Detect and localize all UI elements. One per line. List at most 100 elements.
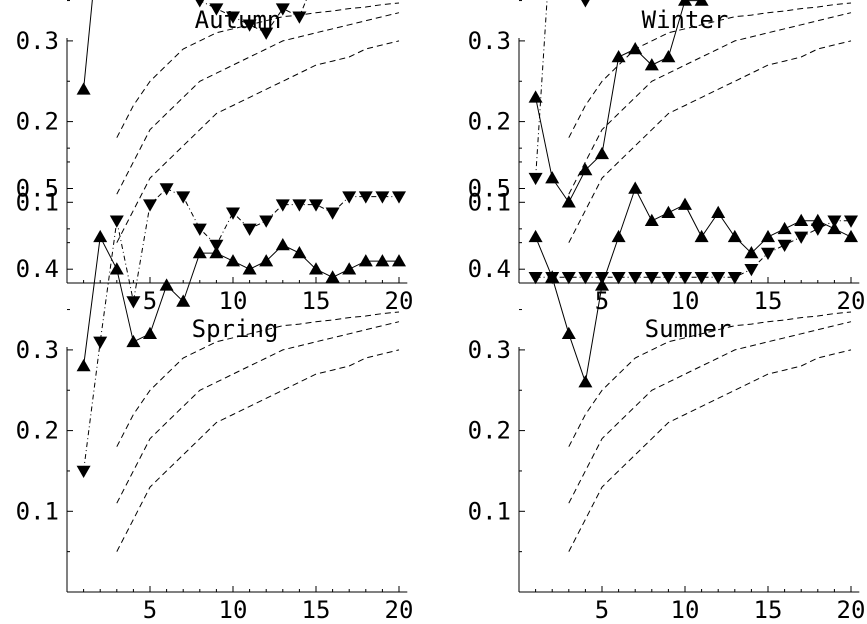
- data-point-up-triangle: [711, 205, 726, 218]
- data-point-up-triangle: [810, 213, 825, 227]
- data-point-up-triangle: [275, 237, 290, 251]
- reference-dashed-line: [568, 311, 852, 447]
- data-point-down-triangle: [126, 296, 141, 309]
- x-tick-label: 10: [219, 596, 248, 624]
- data-point-down-triangle: [259, 215, 274, 228]
- data-point-up-triangle: [661, 205, 676, 218]
- data-point-down-triangle: [794, 231, 809, 244]
- data-point-up-triangle: [561, 326, 576, 340]
- data-point-up-triangle: [292, 246, 307, 259]
- data-point-up-triangle: [76, 359, 91, 372]
- data-point-up-triangle: [242, 262, 257, 275]
- data-point-down-triangle: [644, 272, 659, 285]
- reference-dashed-line: [116, 321, 400, 504]
- y-tick-label: 0.5: [16, 175, 59, 203]
- panel-spring: Spring 0.1 0.2 0.3 0.4 0.5 5 10 15 20: [16, 147, 414, 624]
- y-tick-label: 0.2: [468, 108, 511, 136]
- y-tick-label: 0.2: [16, 108, 59, 136]
- data-point-up-triangle: [209, 246, 224, 259]
- data-point-down-triangle: [226, 207, 240, 220]
- data-point-down-triangle: [761, 247, 775, 261]
- data-point-up-triangle: [644, 213, 659, 227]
- data-point-down-triangle: [143, 199, 157, 212]
- x-tick-label: 5: [143, 596, 157, 624]
- data-point-down-triangle: [375, 191, 390, 204]
- data-point-down-triangle: [209, 3, 224, 16]
- data-point-down-triangle: [561, 272, 576, 285]
- data-point-up-triangle: [561, 195, 576, 208]
- data-point-up-triangle: [143, 326, 157, 340]
- x-tick-label: 10: [671, 596, 700, 624]
- data-point-down-triangle: [325, 207, 340, 220]
- data-point-down-triangle: [93, 336, 108, 349]
- data-point-up-triangle: [628, 181, 643, 194]
- x-tick-label: 20: [837, 596, 866, 624]
- data-point-down-triangle: [292, 199, 307, 212]
- x-tick-label: 20: [385, 287, 414, 315]
- data-point-down-triangle: [358, 191, 373, 204]
- reference-dashed-line: [568, 40, 852, 243]
- reference-dashed-line: [116, 12, 400, 195]
- data-point-up-triangle: [595, 146, 609, 160]
- series-line-up: [535, 0, 703, 204]
- y-tick-label: 0.5: [468, 175, 511, 203]
- panel-winter: Winter 0.1 0.2 0.3 0.4 0.5 5 10 15 20: [468, 0, 865, 315]
- data-point-down-triangle: [195, 0, 205, 8]
- panel-title: Spring: [192, 315, 279, 343]
- y-tick-label: 0.4: [16, 255, 59, 283]
- data-point-up-triangle: [192, 246, 207, 259]
- data-point-up-triangle: [325, 270, 340, 283]
- data-point-down-triangle: [528, 272, 543, 285]
- data-point-down-triangle: [159, 183, 174, 196]
- data-point-down-triangle: [727, 272, 742, 285]
- y-tick-label: 0.3: [16, 336, 59, 364]
- data-point-up-triangle: [727, 229, 742, 243]
- data-point-up-triangle: [694, 229, 709, 243]
- data-point-up-triangle: [844, 229, 858, 243]
- data-point-down-triangle: [226, 11, 240, 24]
- data-point-down-triangle: [275, 199, 290, 212]
- data-point-up-triangle: [159, 278, 174, 291]
- data-point-down-triangle: [810, 223, 825, 236]
- data-point-up-triangle: [358, 254, 373, 267]
- data-point-up-triangle: [545, 171, 560, 184]
- x-tick-label: 10: [219, 287, 248, 315]
- data-point-up-triangle: [578, 163, 593, 176]
- data-point-up-triangle: [126, 334, 141, 348]
- data-point-up-triangle: [309, 262, 323, 275]
- data-point-up-triangle: [628, 41, 643, 55]
- data-point-down-triangle: [176, 191, 191, 204]
- data-point-down-triangle: [209, 239, 224, 252]
- data-point-down-triangle: [545, 272, 560, 285]
- y-tick-label: 0.3: [468, 27, 511, 55]
- reference-dashed-line: [116, 311, 400, 447]
- data-point-up-triangle: [578, 375, 593, 388]
- data-point-up-triangle: [595, 278, 609, 291]
- data-point-up-triangle: [375, 254, 390, 267]
- data-point-up-triangle: [259, 254, 274, 267]
- panel-summer: Summer 0.1 0.2 0.3 0.4 0.5 5 10 15 20: [468, 147, 866, 624]
- reference-dashed-line: [568, 349, 852, 552]
- y-tick-label: 0.1: [16, 497, 59, 525]
- data-point-down-triangle: [578, 272, 593, 285]
- data-point-down-triangle: [694, 272, 709, 285]
- reference-dashed-line: [568, 321, 852, 504]
- y-tick-label: 0.3: [468, 336, 511, 364]
- data-point-down-triangle: [242, 19, 257, 32]
- x-tick-label: 5: [143, 287, 157, 315]
- x-tick-label: 20: [385, 596, 414, 624]
- data-point-down-triangle: [628, 272, 643, 285]
- reference-dashed-line: [568, 12, 852, 195]
- series-line-down: [535, 220, 851, 278]
- data-point-up-triangle: [93, 229, 108, 243]
- series-line-down: [83, 187, 399, 471]
- data-point-up-triangle: [744, 246, 759, 259]
- data-point-up-triangle: [694, 0, 709, 6]
- x-tick-label: 15: [754, 596, 783, 624]
- y-tick-label: 0.2: [468, 417, 511, 445]
- y-tick-label: 0.1: [468, 188, 511, 216]
- panel-title: Summer: [645, 315, 732, 343]
- data-point-up-triangle: [644, 58, 659, 71]
- data-point-down-triangle: [109, 215, 124, 228]
